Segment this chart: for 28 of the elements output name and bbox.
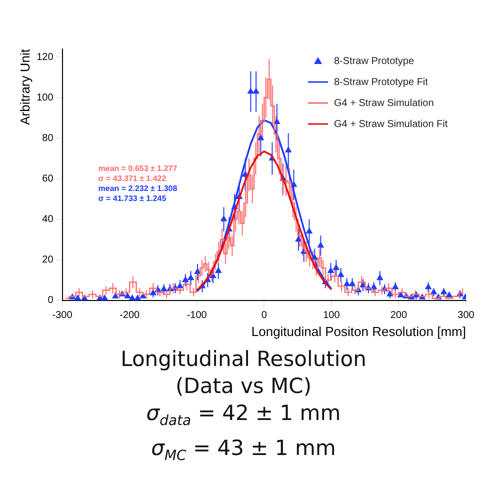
y-tick-label: 40 bbox=[42, 214, 54, 226]
y-tick-label: 0 bbox=[48, 295, 54, 306]
x-tick-label: -200 bbox=[120, 310, 140, 322]
annotation: mean = 0.653 ± 1.277 bbox=[98, 164, 178, 174]
x-tick-label: 300 bbox=[458, 310, 475, 322]
y-tick-label: 60 bbox=[42, 174, 54, 185]
x-tick-label: 100 bbox=[323, 310, 340, 322]
annotation: σ = 43.371 ± 1.422 bbox=[98, 174, 167, 184]
text: (Data vs MC) bbox=[174, 373, 313, 400]
y-tick-label: 100 bbox=[36, 92, 54, 104]
x-tick-label: 0 bbox=[261, 310, 268, 322]
y-axis-title: Arbitrary Unit bbox=[17, 48, 32, 125]
text: σ$_{data}$ = 42 ± 1 mm bbox=[145, 400, 342, 432]
x-tick-label: 200 bbox=[390, 310, 408, 322]
annotation: σ = 41.733 ± 1.245 bbox=[98, 194, 167, 204]
legend-label: 8-Straw Prototype bbox=[334, 56, 414, 67]
legend-label: 8-Straw Prototype Fit bbox=[334, 76, 428, 88]
y-tick-label: 120 bbox=[36, 52, 54, 63]
x-tick-label: -100 bbox=[186, 310, 208, 322]
annotation: mean = 2.232 ± 1.308 bbox=[98, 184, 178, 194]
y-tick-label: 80 bbox=[42, 132, 54, 144]
x-tick-label: -300 bbox=[52, 310, 73, 322]
x-axis-title: Longitudinal Positon Resolution [mm] bbox=[251, 324, 466, 339]
legend-label: G4 + Straw Simulation Fit bbox=[334, 118, 448, 130]
text: Longitudinal Resolution bbox=[120, 346, 368, 373]
legend-label: G4 + Straw Simulation bbox=[334, 98, 434, 109]
text: σ$_{MC}$ = 43 ± 1 mm bbox=[150, 435, 337, 466]
y-tick-label: 20 bbox=[42, 254, 54, 266]
